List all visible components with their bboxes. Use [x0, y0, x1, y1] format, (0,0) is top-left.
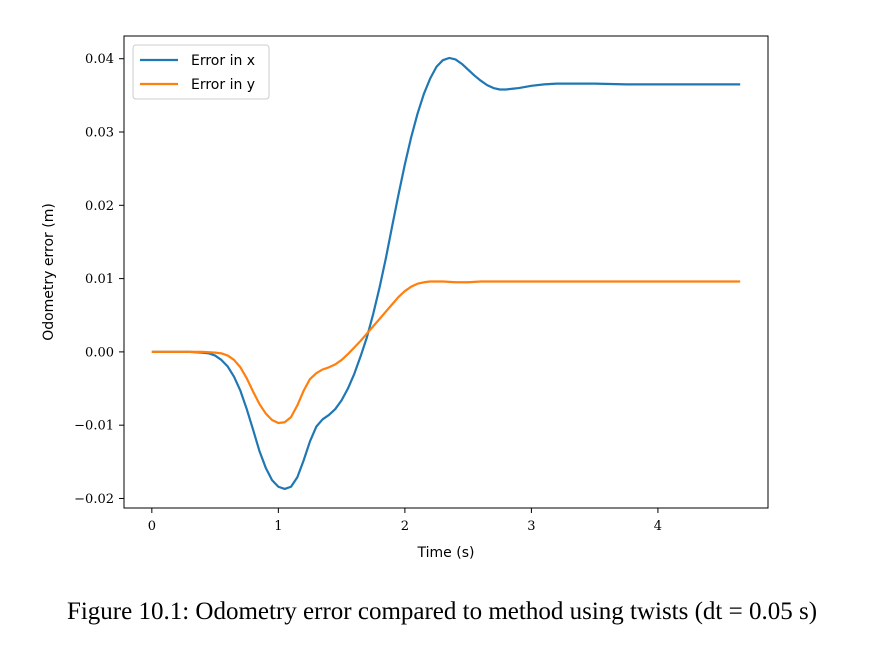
series-line-2 [151, 280, 741, 425]
y-tick-label: 0.03 [85, 126, 114, 141]
x-tick-label: 3 [527, 519, 535, 534]
legend-label-1: Error in x [191, 53, 255, 69]
x-tick-label: 2 [401, 519, 409, 534]
series-line-1 [151, 56, 741, 491]
x-tick-label: 0 [148, 519, 156, 534]
y-axis-label: Odometry error (m) [41, 203, 57, 341]
legend-label-2: Error in y [191, 77, 255, 93]
x-tick-label: 1 [274, 519, 282, 534]
y-tick-label: 0.04 [85, 52, 114, 67]
legend: Error in x Error in y [132, 44, 270, 100]
figure-caption: Figure 10.1: Odometry error compared to … [66, 598, 818, 625]
plot-lines [151, 56, 741, 491]
x-axis-ticks: 0 1 2 3 4 [148, 508, 662, 534]
plot-frame [123, 35, 769, 509]
y-axis-ticks: −0.02 −0.01 0.00 0.01 0.02 0.03 0.04 [74, 52, 124, 507]
y-tick-label: 0.02 [85, 199, 114, 214]
legend-box [132, 44, 270, 100]
x-axis-label: Time (s) [417, 545, 475, 561]
y-tick-label: 0.01 [85, 272, 114, 287]
y-tick-label: 0.00 [85, 345, 114, 360]
y-tick-label: −0.02 [74, 492, 114, 507]
x-tick-label: 4 [654, 519, 662, 534]
y-tick-label: −0.01 [74, 419, 114, 434]
